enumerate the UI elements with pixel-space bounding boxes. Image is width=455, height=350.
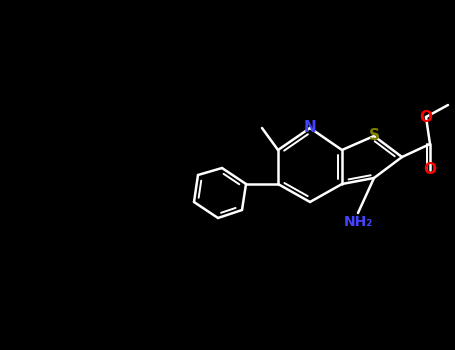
- Text: N: N: [303, 120, 316, 135]
- Text: NH₂: NH₂: [344, 215, 373, 229]
- Text: O: O: [424, 162, 436, 177]
- Text: O: O: [420, 110, 433, 125]
- Text: S: S: [369, 128, 379, 143]
